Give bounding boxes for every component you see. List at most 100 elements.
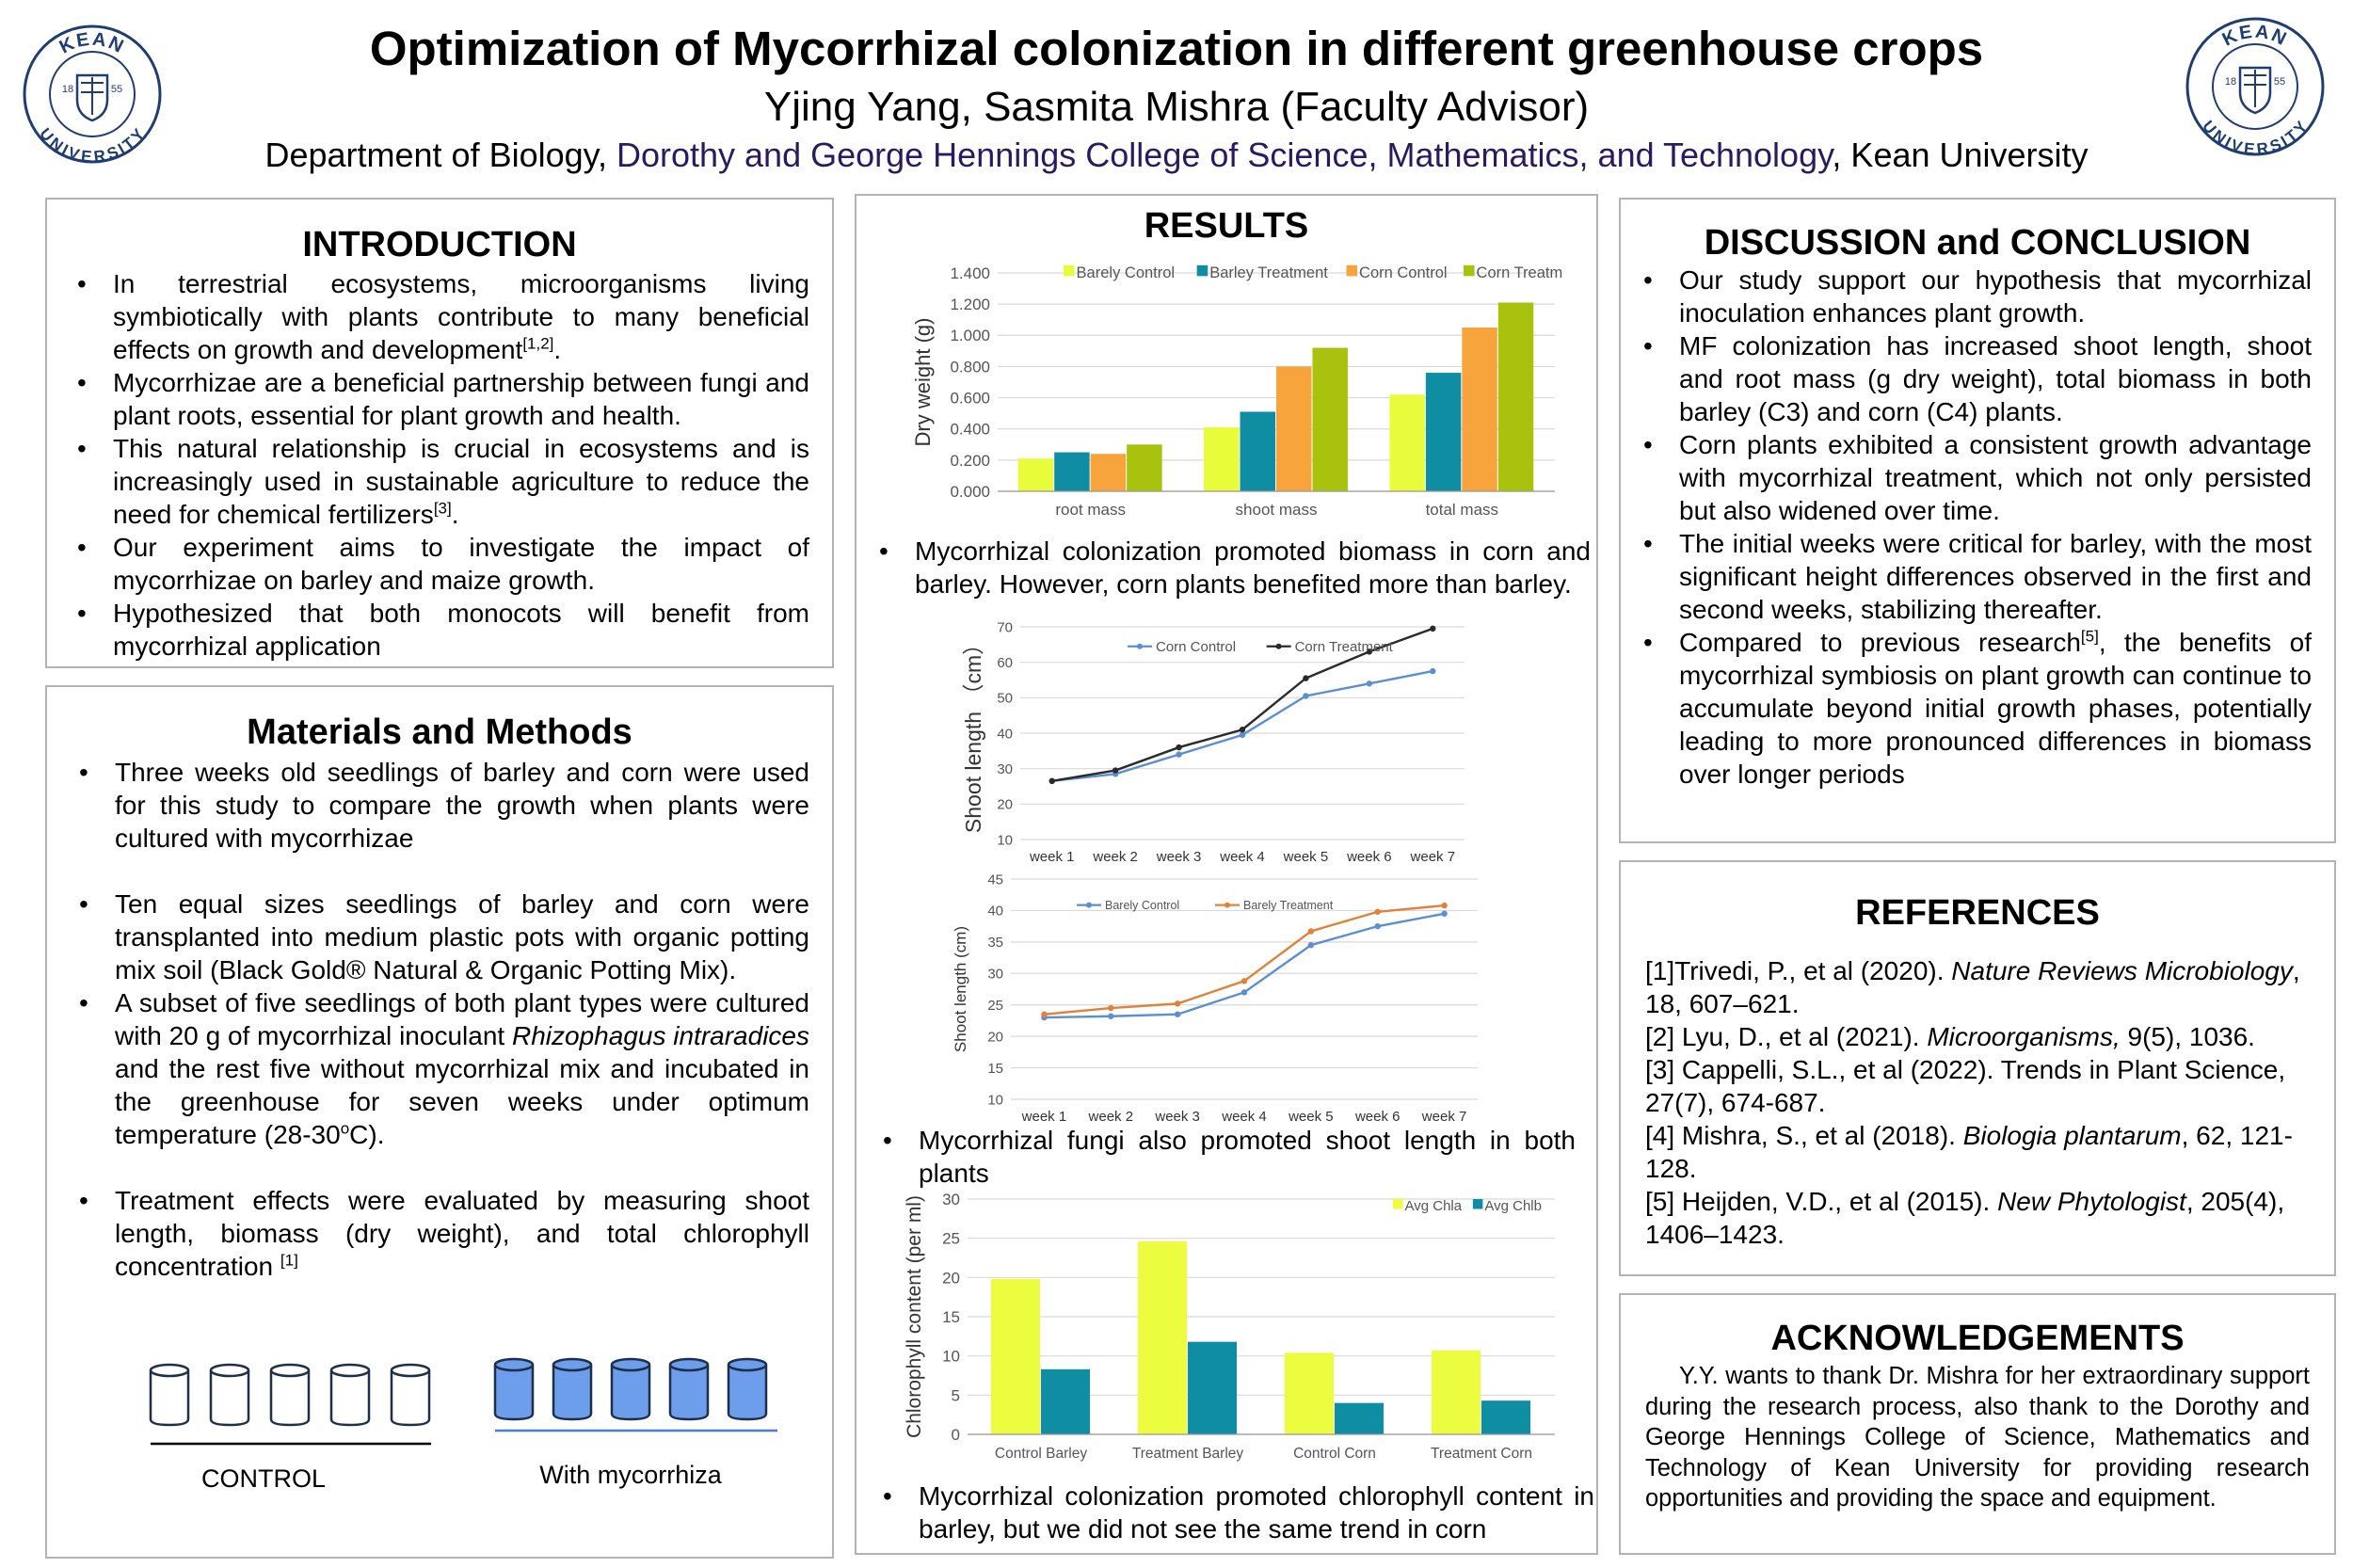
discussion-panel: DISCUSSION and CONCLUSION Our study supp… bbox=[1619, 198, 2336, 843]
control-pots bbox=[149, 1363, 431, 1427]
methods-heading: Materials and Methods bbox=[247, 712, 632, 752]
point-barely-control-2 bbox=[1108, 1013, 1114, 1019]
point-barely-control-3 bbox=[1174, 1011, 1181, 1017]
legend-swatch-barley-treatment bbox=[1196, 264, 1209, 277]
series-line-barely-treatment bbox=[1044, 904, 1445, 1016]
legend-swatch-corn-treatment bbox=[1464, 264, 1475, 277]
discussion-list: Our study support our hypothesis that my… bbox=[1621, 264, 2312, 791]
results-caption-3: Mycorrhizal colonization promoted chloro… bbox=[860, 1480, 1594, 1545]
x-tick-label: week 6 bbox=[1354, 1109, 1401, 1125]
legend-marker-barely-treatment bbox=[1225, 902, 1230, 908]
point-barely-treatment-3 bbox=[1174, 1000, 1181, 1007]
bar-corn-treatment-total-mass bbox=[1497, 302, 1534, 491]
y-tick-label: 0 bbox=[952, 1426, 960, 1444]
x-tick-label: shoot mass bbox=[1236, 501, 1318, 519]
x-tick-label: week 7 bbox=[1410, 849, 1456, 865]
point-corn-control-6 bbox=[1366, 680, 1373, 687]
point-barely-control-5 bbox=[1307, 942, 1315, 949]
bar-corn-treatment-shoot-mass bbox=[1312, 347, 1348, 491]
x-tick-label: week 5 bbox=[1283, 849, 1329, 865]
legend-swatch-avg-chlb bbox=[1472, 1199, 1483, 1209]
y-axis-label: Chlorophyll content (per ml) bbox=[904, 1195, 925, 1438]
y-tick-label: 15 bbox=[987, 1061, 1003, 1077]
svg-text:18: 18 bbox=[62, 84, 73, 95]
x-tick-label: Treatment Barley bbox=[1132, 1446, 1244, 1462]
x-tick-label: week 3 bbox=[1156, 849, 1202, 865]
bar-avg-chlb-treatment-corn bbox=[1481, 1400, 1531, 1434]
y-tick-label: 10 bbox=[987, 1092, 1003, 1108]
intro-bullet: Mycorrhizae are a beneficial partnership… bbox=[55, 366, 809, 432]
discussion-bullet: The initial weeks were critical for barl… bbox=[1621, 527, 2312, 626]
legend-label-corn-treatment: Corn Treatment bbox=[1295, 639, 1394, 655]
bar-avg-chla-treatment-corn bbox=[1431, 1350, 1481, 1434]
methods-bullet: Three weeks old seedlings of barley and … bbox=[56, 756, 809, 855]
point-barely-control-7 bbox=[1441, 910, 1448, 917]
svg-text:55: 55 bbox=[111, 84, 122, 95]
legend-marker-barely-control bbox=[1086, 902, 1092, 908]
x-tick-label: root mass bbox=[1055, 501, 1126, 519]
kean-university-seal-left: KEAN UNIVERSITY 18 55 bbox=[23, 24, 162, 164]
y-tick-label: 20 bbox=[987, 1029, 1003, 1045]
results-caption-bullet: Mycorrhizal colonization promoted chloro… bbox=[860, 1480, 1594, 1545]
x-tick-label: week 2 bbox=[1092, 849, 1138, 865]
discussion-bullet: Corn plants exhibited a consistent growt… bbox=[1621, 428, 2312, 527]
y-tick-label: 35 bbox=[987, 935, 1003, 951]
results-caption-2: Mycorrhizal fungi also promoted shoot le… bbox=[860, 1124, 1576, 1190]
legend-swatch-barely-control bbox=[1064, 264, 1075, 277]
mycorrhiza-label: With mycorrhiza bbox=[539, 1461, 723, 1489]
introduction-panel: INTRODUCTION In terrestrial ecosystems, … bbox=[45, 198, 834, 668]
point-corn-treatment-7 bbox=[1430, 625, 1436, 632]
bar-avg-chlb-treatment-barley bbox=[1188, 1341, 1238, 1434]
legend-swatch-corn-control bbox=[1346, 264, 1358, 277]
references-list: [1]Trivedi, P., et al (2020). Nature Rev… bbox=[1645, 954, 2306, 1251]
y-tick-label: 60 bbox=[997, 655, 1013, 671]
y-tick-label: 15 bbox=[942, 1308, 960, 1326]
methods-bullet: Ten equal sizes seedlings of barley and … bbox=[56, 888, 809, 986]
legend-label-barely-control: Barely Control bbox=[1077, 264, 1176, 281]
point-corn-control-3 bbox=[1176, 751, 1182, 758]
discussion-heading: DISCUSSION and CONCLUSION bbox=[1704, 223, 2251, 263]
y-tick-label: 1.000 bbox=[950, 327, 990, 344]
x-tick-label: week 1 bbox=[1029, 849, 1075, 865]
department-line: Department of Biology, Dorothy and Georg… bbox=[0, 134, 2353, 177]
point-barely-control-6 bbox=[1374, 922, 1381, 930]
legend-marker-corn-treatment bbox=[1275, 643, 1282, 649]
bar-avg-chla-control-corn bbox=[1284, 1352, 1334, 1434]
dept-suffix: , Kean University bbox=[1832, 136, 2089, 174]
legend-swatch-avg-chla bbox=[1393, 1199, 1403, 1209]
legend-label-barely-treatment: Barely Treatment bbox=[1243, 899, 1334, 912]
point-barely-treatment-7 bbox=[1441, 902, 1448, 909]
y-tick-label: 0.400 bbox=[950, 421, 990, 439]
point-corn-treatment-3 bbox=[1176, 744, 1182, 751]
discussion-bullet: Our study support our hypothesis that my… bbox=[1621, 264, 2312, 329]
dry-weight-bar-chart: 0.000 0.200 0.400 0.600 0.800 1.000 1.200 1.400… bbox=[911, 264, 1562, 519]
bar-avg-chla-treatment-barley bbox=[1137, 1241, 1187, 1434]
results-caption-bullet: Mycorrhizal fungi also promoted shoot le… bbox=[860, 1124, 1576, 1190]
y-tick-label: 45 bbox=[987, 872, 1003, 888]
point-barely-control-4 bbox=[1241, 989, 1248, 996]
bar-barely-control-total-mass bbox=[1389, 394, 1425, 491]
bar-barely-control-shoot-mass bbox=[1204, 427, 1240, 491]
bar-avg-chla-control-barley bbox=[990, 1279, 1040, 1434]
references-panel: REFERENCES [1]Trivedi, P., et al (2020).… bbox=[1619, 860, 2336, 1276]
y-tick-label: 1.200 bbox=[950, 296, 990, 313]
legend-label-corn-treatment: Corn Treatment bbox=[1477, 264, 1562, 281]
acknowledgements-heading: ACKNOWLEDGEMENTS bbox=[1770, 1319, 2185, 1358]
bar-corn-control-shoot-mass bbox=[1276, 366, 1312, 491]
methods-list: Three weeks old seedlings of barley and … bbox=[56, 756, 809, 1283]
mycorrhiza-pots bbox=[493, 1357, 768, 1421]
y-tick-label: 20 bbox=[997, 797, 1013, 813]
reference-item: [3] Cappelli, S.L., et al (2022). Trends… bbox=[1645, 1055, 2286, 1117]
x-tick-label: week 4 bbox=[1221, 1109, 1267, 1125]
y-tick-label: 0.000 bbox=[950, 483, 990, 501]
point-corn-control-4 bbox=[1239, 731, 1246, 739]
x-tick-label: week 6 bbox=[1346, 849, 1392, 865]
legend-marker-corn-control bbox=[1137, 643, 1143, 649]
y-tick-label: 5 bbox=[952, 1386, 960, 1404]
point-corn-control-5 bbox=[1303, 693, 1309, 699]
bar-barely-control-root-mass bbox=[1017, 458, 1054, 491]
methods-panel: Materials and Methods Three weeks old se… bbox=[45, 685, 834, 1559]
y-tick-label: 50 bbox=[997, 691, 1013, 707]
x-tick-label: week 4 bbox=[1219, 849, 1265, 865]
point-corn-treatment-5 bbox=[1303, 675, 1309, 681]
